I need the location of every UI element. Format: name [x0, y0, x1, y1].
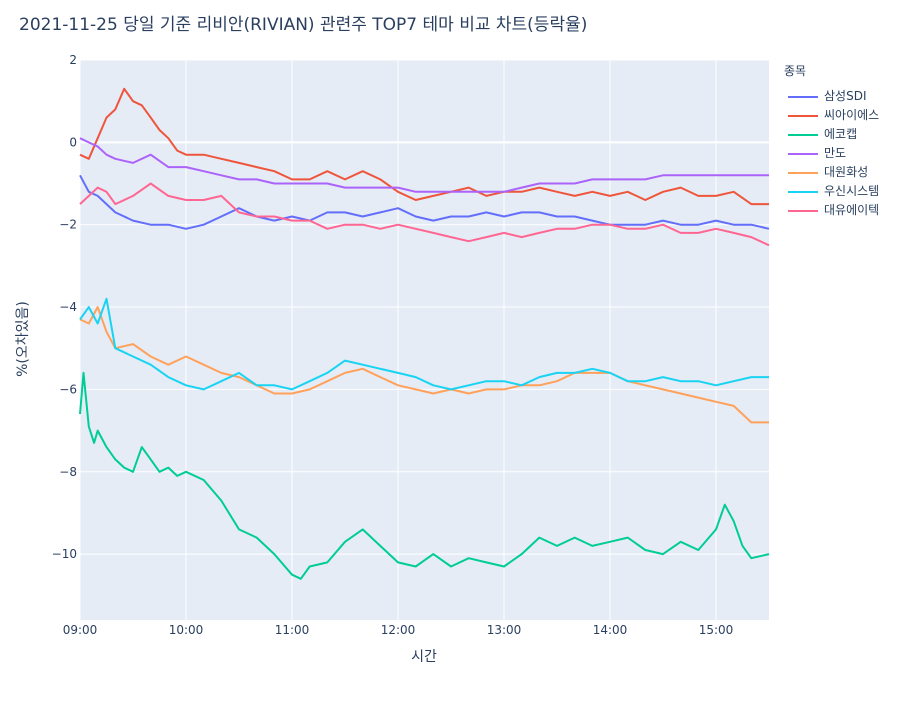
series-line-4 — [79, 137, 769, 193]
y-tick-label: −6 — [59, 382, 77, 396]
legend-item[interactable]: 대원화성 — [784, 163, 879, 182]
series-layer — [79, 87, 770, 580]
x-tick-label: 11:00 — [275, 623, 310, 637]
legend-label: 에코캡 — [824, 127, 858, 141]
legend-label: 만도 — [824, 146, 847, 160]
series-line-3 — [79, 371, 770, 580]
y-tick-label: −2 — [59, 218, 77, 232]
x-tick-label: 10:00 — [169, 623, 204, 637]
plot-background — [80, 60, 769, 620]
series-line-1 — [79, 174, 770, 230]
legend-swatch — [788, 172, 818, 174]
series-line-2 — [79, 87, 769, 206]
legend-swatch — [788, 191, 818, 193]
tick-layer: 09:00 10:00 11:00 12:00 13:00 14:00 15:00 2 0 −2 −… — [52, 53, 734, 637]
legend-title: 종목 — [784, 64, 807, 78]
y-axis-label: %(오차있음) — [15, 301, 31, 377]
y-tick-label: 2 — [69, 53, 77, 67]
grid-layer — [79, 59, 769, 620]
legend-swatch — [788, 134, 818, 136]
legend-item[interactable]: 만도 — [784, 144, 879, 163]
legend-label: 씨아이에스 — [824, 108, 880, 122]
x-tick-label: 14:00 — [593, 623, 628, 637]
legend-swatch — [788, 115, 818, 117]
legend-item[interactable]: 삼성SDI — [784, 87, 879, 106]
y-tick-label: −8 — [59, 465, 77, 479]
legend-swatch — [788, 96, 818, 98]
legend-item[interactable]: 씨아이에스 — [784, 106, 879, 125]
legend-label: 삼성SDI — [824, 89, 867, 103]
series-line-6 — [79, 297, 769, 391]
legend-label: 대유에이텍 — [824, 203, 880, 217]
y-tick-label: −10 — [52, 547, 77, 561]
legend-swatch — [788, 210, 818, 212]
legend-swatch — [788, 153, 818, 155]
x-axis-label: 시간 — [411, 649, 437, 665]
legend-item[interactable]: 대유에이텍 — [784, 201, 879, 220]
x-tick-label: 09:00 — [63, 623, 98, 637]
y-tick-label: 0 — [69, 135, 77, 149]
series-line-5 — [79, 306, 769, 424]
legend-label: 대원화성 — [824, 165, 869, 179]
x-tick-label: 12:00 — [381, 623, 416, 637]
y-tick-label: −4 — [59, 300, 77, 314]
legend-item[interactable]: 우신시스템 — [784, 182, 879, 201]
series-line-7 — [79, 182, 770, 247]
chart-title: 2021-11-25 당일 기준 리비안(RIVIAN) 관련주 TOP7 테마… — [19, 15, 588, 35]
legend-label: 우신시스템 — [824, 184, 880, 198]
x-tick-label: 15:00 — [699, 623, 734, 637]
x-tick-label: 13:00 — [487, 623, 522, 637]
legend-item[interactable]: 에코캡 — [784, 125, 879, 144]
